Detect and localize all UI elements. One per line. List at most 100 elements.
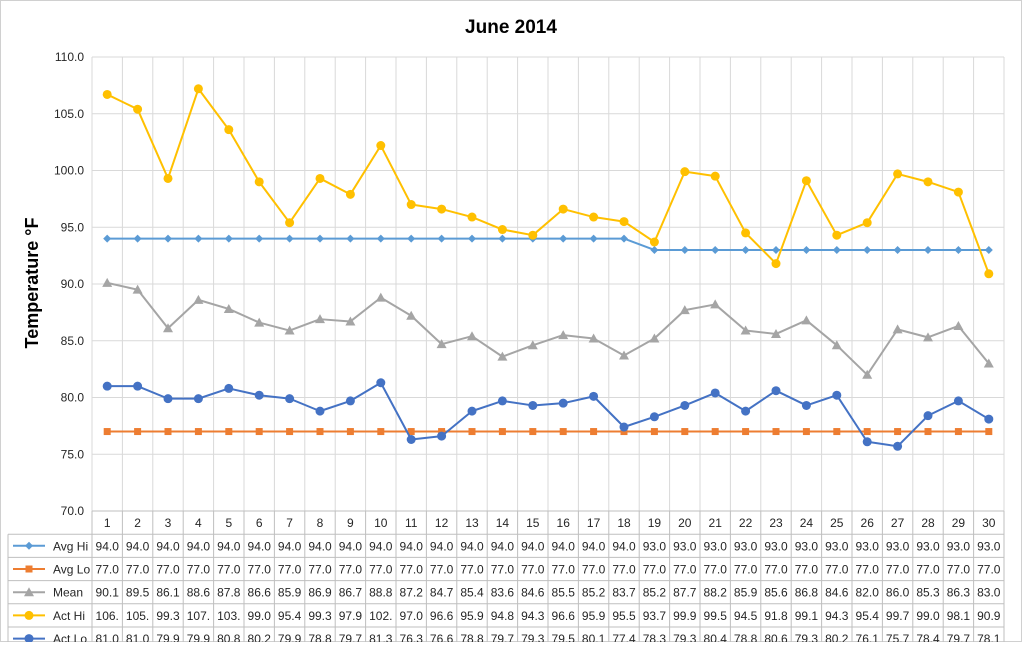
data-point-act-lo: [649, 412, 659, 422]
data-point-avg-lo: [954, 428, 962, 436]
data-point-act-hi: [619, 217, 629, 227]
data-label-avg-lo: 77.0: [582, 563, 606, 577]
data-point-act-lo: [224, 383, 234, 393]
data-label-avg-hi: 94.0: [278, 539, 302, 553]
data-point-act-lo: [497, 396, 507, 406]
data-point-act-hi: [102, 89, 112, 99]
data-point-act-lo: [406, 434, 416, 444]
data-point-mean: [923, 332, 933, 342]
series-line-mean: [106, 281, 990, 376]
data-label-avg-lo: 77.0: [369, 563, 393, 577]
data-label-act-hi: 95.4: [278, 609, 302, 623]
data-label-act-lo: 79.9: [156, 632, 180, 642]
data-point-act-hi: [193, 84, 203, 94]
data-point-act-lo: [710, 388, 720, 398]
series-layer: [102, 84, 994, 451]
x-tick-label: 26: [861, 516, 875, 530]
data-label-act-lo: 78.4: [916, 632, 940, 642]
data-label-act-hi: 95.9: [460, 609, 484, 623]
data-point-act-hi: [437, 204, 447, 214]
data-label-avg-lo: 77.0: [764, 563, 788, 577]
data-point-avg-hi: [194, 234, 203, 243]
data-point-mean: [771, 328, 781, 338]
data-label-act-lo: 79.7: [491, 632, 515, 642]
data-label-act-hi: 95.4: [856, 609, 880, 623]
data-label-avg-lo: 77.0: [704, 563, 728, 577]
data-label-act-lo: 79.3: [673, 632, 697, 642]
data-label-act-hi: 97.0: [400, 609, 424, 623]
data-label-act-lo: 79.7: [947, 632, 971, 642]
data-label-avg-hi: 93.0: [856, 539, 880, 553]
legend-label-act-hi: Act Hi: [53, 609, 85, 623]
data-label-avg-hi: 94.0: [612, 539, 636, 553]
data-point-avg-hi: [741, 245, 750, 254]
data-label-act-lo: 76.1: [856, 632, 880, 642]
data-point-avg-lo: [134, 428, 142, 436]
data-point-act-hi: [497, 225, 507, 235]
data-label-act-lo: 80.8: [217, 632, 241, 642]
data-label-act-hi: 102.: [369, 609, 392, 623]
data-point-act-lo: [801, 400, 811, 410]
data-label-mean: 88.2: [704, 586, 728, 600]
data-label-avg-hi: 94.0: [460, 539, 484, 553]
data-point-avg-hi: [559, 234, 568, 243]
data-point-mean: [862, 369, 873, 379]
data-label-mean: 86.6: [248, 586, 272, 600]
data-label-avg-lo: 77.0: [308, 563, 332, 577]
data-point-act-lo: [862, 437, 872, 447]
series-avg-lo: [103, 428, 993, 436]
data-label-act-hi: 99.5: [704, 609, 728, 623]
data-label-avg-lo: 77.0: [916, 563, 940, 577]
data-label-mean: 88.8: [369, 586, 393, 600]
data-point-avg-lo: [407, 428, 415, 436]
data-point-mean: [406, 310, 417, 320]
data-point-act-hi: [710, 171, 720, 181]
data-label-mean: 89.5: [126, 586, 150, 600]
data-point-act-lo: [528, 400, 538, 410]
x-tick-label: 15: [526, 516, 540, 530]
series-act-lo: [102, 378, 994, 451]
data-label-act-hi: 95.5: [612, 609, 636, 623]
data-label-avg-hi: 93.0: [916, 539, 940, 553]
data-point-act-hi: [406, 200, 416, 210]
data-point-mean: [831, 340, 842, 350]
data-label-avg-hi: 94.0: [369, 539, 393, 553]
data-label-mean: 84.7: [430, 586, 454, 600]
data-point-act-hi: [923, 177, 933, 187]
data-label-mean: 87.7: [673, 586, 697, 600]
data-label-act-hi: 96.6: [430, 609, 454, 623]
data-label-avg-lo: 77.0: [734, 563, 758, 577]
data-label-act-hi: 99.0: [916, 609, 940, 623]
data-label-avg-hi: 94.0: [552, 539, 576, 553]
data-point-act-lo: [923, 411, 933, 421]
data-point-avg-lo: [924, 428, 932, 436]
x-tick-label: 6: [256, 516, 263, 530]
data-point-mean: [953, 320, 964, 330]
data-label-avg-lo: 77.0: [856, 563, 880, 577]
data-point-avg-lo: [650, 428, 658, 436]
data-label-avg-lo: 77.0: [795, 563, 819, 577]
data-point-avg-lo: [255, 428, 263, 436]
data-label-mean: 86.1: [156, 586, 180, 600]
data-label-mean: 85.5: [552, 586, 576, 600]
y-tick-label: 75.0: [61, 447, 85, 461]
data-point-avg-lo: [316, 428, 324, 436]
data-point-mean: [132, 284, 143, 294]
data-label-mean: 90.1: [96, 586, 120, 600]
data-point-mean: [983, 358, 994, 368]
data-label-act-lo: 79.3: [521, 632, 545, 642]
data-point-act-lo: [893, 441, 903, 451]
data-label-avg-lo: 77.0: [673, 563, 697, 577]
data-label-avg-hi: 93.0: [643, 539, 667, 553]
data-point-mean: [710, 299, 721, 309]
data-label-act-hi: 99.3: [156, 609, 180, 623]
data-label-mean: 85.4: [460, 586, 484, 600]
x-tick-label: 11: [405, 516, 418, 530]
x-tick-label: 21: [709, 516, 723, 530]
data-point-avg-lo: [772, 428, 780, 436]
data-label-act-hi: 90.9: [977, 609, 1001, 623]
data-label-mean: 83.0: [977, 586, 1001, 600]
data-point-avg-hi: [802, 245, 811, 254]
data-label-mean: 83.6: [491, 586, 515, 600]
